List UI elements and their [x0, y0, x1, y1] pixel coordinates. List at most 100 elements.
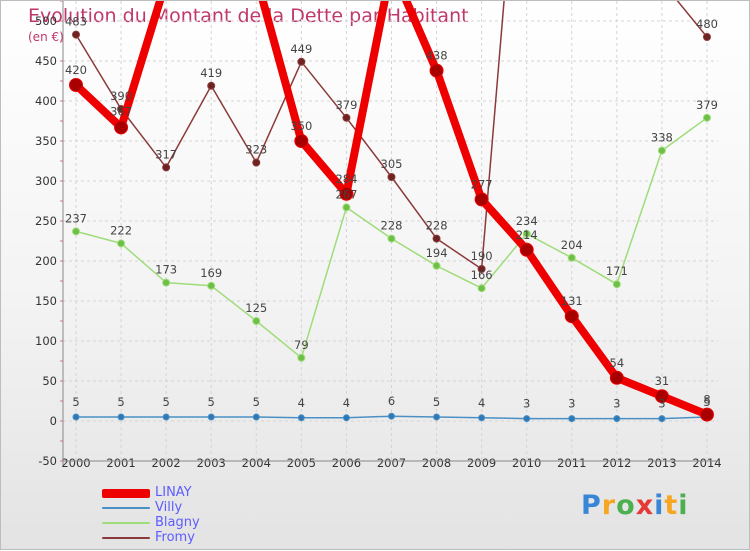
x-tick-label: 2004: [242, 456, 271, 470]
x-tick-label: 2001: [106, 456, 135, 470]
x-tick-label: 2005: [287, 456, 316, 470]
legend-swatch: [102, 536, 150, 540]
data-point-blagny: [207, 281, 216, 290]
data-label-fromy: 480: [696, 17, 718, 31]
legend-item-villy: Villy: [102, 500, 262, 515]
data-point-villy: [478, 414, 486, 422]
data-label-blagny: 228: [381, 219, 403, 233]
data-label-blagny: 125: [245, 301, 267, 315]
y-tick-label: 250: [35, 214, 57, 228]
data-label-villy: 5: [72, 395, 79, 409]
data-point-blagny: [117, 239, 126, 248]
data-label-blagny: 169: [200, 266, 222, 280]
data-label-blagny: 166: [471, 268, 493, 282]
y-tick-label: 200: [35, 254, 57, 268]
data-point-linay: [699, 407, 714, 422]
data-label-fromy: 449: [290, 42, 312, 56]
data-label-blagny: 267: [335, 187, 357, 201]
data-label-villy: 5: [703, 395, 710, 409]
series-line-linay: [72, 1, 711, 419]
x-tick-label: 2011: [557, 456, 586, 470]
data-label-fromy: 379: [335, 98, 357, 112]
y-tick-label: 300: [35, 174, 57, 188]
legend-swatch: [102, 506, 150, 510]
data-point-blagny: [702, 113, 711, 122]
x-tick-label: 2003: [197, 456, 226, 470]
logo-letter: P: [581, 490, 602, 521]
data-point-villy: [433, 413, 441, 421]
data-point-blagny: [432, 261, 441, 270]
data-label-linay: 214: [516, 228, 538, 242]
data-label-blagny: 237: [65, 211, 87, 225]
x-tick-label: 2008: [422, 456, 451, 470]
data-label-linay: 131: [561, 294, 583, 308]
data-label-blagny: 338: [651, 131, 673, 145]
data-label-fromy: 190: [471, 249, 493, 263]
data-label-fromy: 390: [110, 89, 132, 103]
x-tick-label: 2006: [332, 456, 361, 470]
x-tick-label: 2007: [377, 456, 406, 470]
data-label-villy: 5: [208, 395, 215, 409]
data-point-linay: [429, 63, 444, 78]
data-label-villy: 6: [388, 394, 395, 408]
logo-letter: o: [616, 490, 636, 521]
data-label-villy: 5: [253, 395, 260, 409]
data-label-blagny: 222: [110, 223, 132, 237]
data-label-linay: 31: [655, 374, 670, 388]
data-point-villy: [297, 414, 305, 422]
data-point-blagny: [72, 227, 80, 236]
y-tick-label: 400: [35, 94, 57, 108]
x-tick-label: 2012: [602, 456, 631, 470]
data-label-linay: 438: [426, 49, 448, 63]
data-label-villy: 3: [568, 397, 575, 411]
data-label-blagny: 171: [606, 264, 628, 278]
legend-item-fromy: Fromy: [102, 530, 262, 545]
data-point-linay: [519, 242, 534, 257]
data-label-fromy: 228: [426, 219, 448, 233]
logo-letter: r: [601, 490, 617, 521]
data-point-fromy: [297, 57, 306, 66]
data-point-blagny: [477, 284, 486, 293]
data-point-linay: [294, 134, 309, 148]
data-label-villy: 3: [613, 397, 620, 411]
data-label-villy: 3: [523, 397, 530, 411]
data-point-villy: [568, 415, 576, 423]
data-label-linay: 284: [335, 172, 357, 186]
data-point-fromy: [207, 81, 216, 90]
x-tick-label: 2014: [692, 456, 721, 470]
data-point-villy: [162, 413, 170, 421]
data-point-blagny: [162, 278, 171, 287]
data-point-blagny: [387, 234, 396, 243]
data-point-blagny: [567, 253, 576, 262]
data-label-villy: 4: [298, 396, 305, 410]
logo-letter: i: [654, 490, 665, 521]
data-point-linay: [114, 120, 129, 135]
data-label-villy: 5: [433, 395, 440, 409]
data-point-fromy: [432, 234, 441, 243]
data-point-villy: [252, 413, 260, 421]
data-point-blagny: [657, 146, 666, 155]
legend-item-linay: LINAY: [102, 485, 262, 500]
data-point-blagny: [342, 203, 351, 212]
data-point-linay: [474, 192, 489, 207]
legend-label: Blagny: [155, 515, 200, 530]
data-point-fromy: [252, 158, 261, 167]
y-tick-label: 50: [42, 374, 57, 388]
logo-letter: x: [635, 490, 655, 521]
data-point-fromy: [477, 265, 486, 273]
data-point-fromy: [387, 173, 396, 181]
legend-swatch: [102, 521, 150, 525]
data-point-blagny: [297, 353, 306, 362]
data-label-linay: 367: [110, 104, 132, 118]
x-tick-label: 2002: [151, 456, 180, 470]
data-label-villy: 4: [478, 396, 485, 410]
y-tick-label: 150: [35, 294, 57, 308]
data-label-blagny: 234: [516, 214, 538, 228]
data-label-blagny: 194: [426, 246, 448, 260]
data-point-fromy: [342, 113, 351, 122]
data-point-villy: [117, 413, 125, 421]
data-point-fromy: [702, 33, 711, 41]
y-tick-label: 100: [35, 334, 57, 348]
